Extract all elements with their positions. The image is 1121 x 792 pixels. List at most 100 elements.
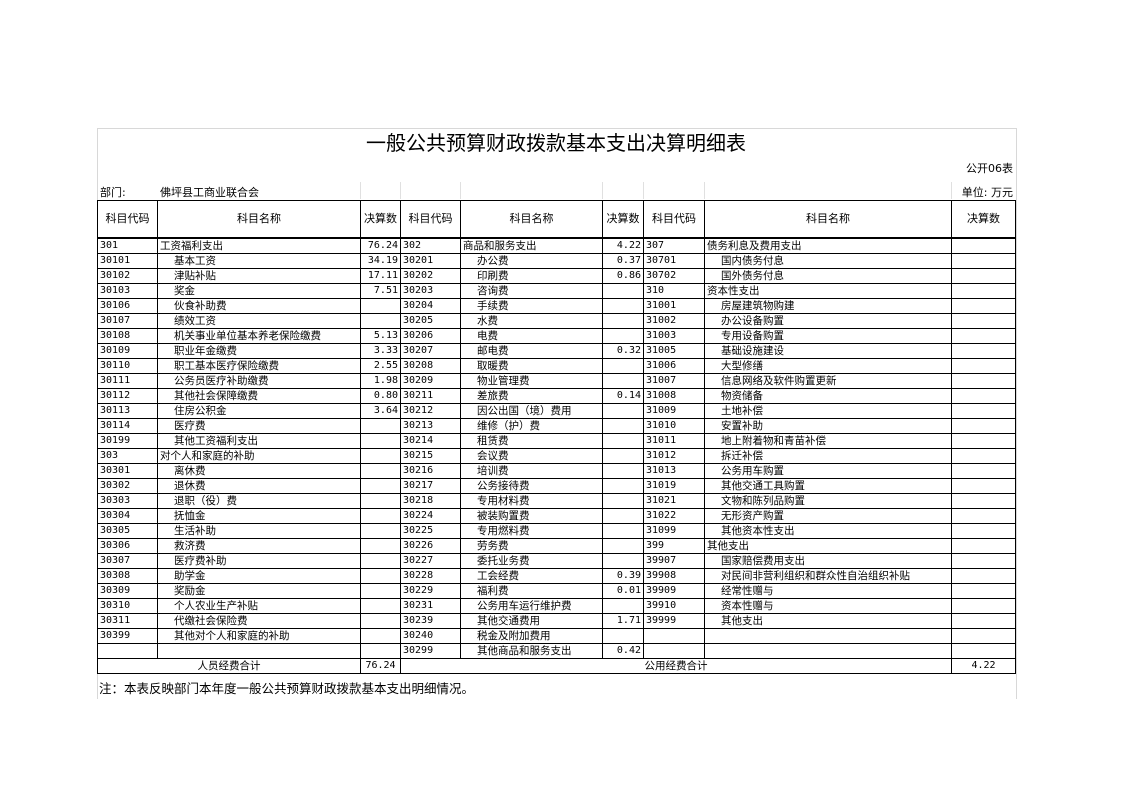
subject-code: 30399 (97, 628, 158, 644)
subject-code: 39999 (643, 613, 705, 629)
final-amount (951, 388, 1016, 404)
subject-name: 劳务费 (460, 538, 603, 554)
subject-name: 工会经费 (460, 568, 603, 584)
final-amount (951, 448, 1016, 464)
subject-name: 福利费 (460, 583, 603, 599)
subject-code: 30207 (400, 343, 461, 359)
subject-name: 培训费 (460, 463, 603, 479)
table-row: 30102 津贴补贴 17.11 30202 印刷费 0.86 30702 国外债务付息 (97, 268, 1016, 284)
subject-name: 土地补偿 (704, 403, 952, 419)
subject-code: 30301 (97, 463, 158, 479)
final-amount (951, 598, 1016, 614)
final-amount (602, 523, 644, 539)
final-amount (951, 628, 1016, 644)
final-amount (602, 553, 644, 569)
subject-name: 公务员医疗补助缴费 (157, 373, 361, 389)
subject-code: 30206 (400, 328, 461, 344)
subject-code: 30102 (97, 268, 158, 284)
final-amount: 0.39 (602, 568, 644, 584)
final-amount (360, 613, 401, 629)
subject-code: 30217 (400, 478, 461, 494)
subject-code: 31005 (643, 343, 705, 359)
final-amount (951, 553, 1016, 569)
table-row: 30111 公务员医疗补助缴费 1.98 30209 物业管理费 31007 信息网络及软件… (97, 373, 1016, 389)
subject-code: 30299 (400, 643, 461, 659)
subject-code: 39909 (643, 583, 705, 599)
subject-code: 31019 (643, 478, 705, 494)
subject-name: 医疗费补助 (157, 553, 361, 569)
table-row: 30107 绩效工资 30205 水费 31002 办公设备购置 (97, 313, 1016, 329)
subject-name: 文物和陈列品购置 (704, 493, 952, 509)
final-amount (951, 418, 1016, 434)
final-amount (951, 478, 1016, 494)
subject-name: 国内债务付息 (704, 253, 952, 269)
subject-name: 经常性赠与 (704, 583, 952, 599)
subject-name: 专用材料费 (460, 493, 603, 509)
final-amount: 0.80 (360, 388, 401, 404)
final-amount (602, 628, 644, 644)
subject-code: 30218 (400, 493, 461, 509)
subject-name: 其他社会保障缴费 (157, 388, 361, 404)
table-row: 30108 机关事业单位基本养老保险缴费 5.13 30206 电费 31003 专用设备购… (97, 328, 1016, 344)
final-amount: 0.01 (602, 583, 644, 599)
subject-name: 税金及附加费用 (460, 628, 603, 644)
final-amount: 1.98 (360, 373, 401, 389)
subject-code: 30303 (97, 493, 158, 509)
final-amount (602, 298, 644, 314)
subject-name: 其他支出 (704, 538, 952, 554)
final-amount (602, 463, 644, 479)
subject-name: 助学金 (157, 568, 361, 584)
subject-name: 救济费 (157, 538, 361, 554)
final-amount (360, 448, 401, 464)
subject-name: 离休费 (157, 463, 361, 479)
subject-name: 拆迁补偿 (704, 448, 952, 464)
subject-name: 对民间非营利组织和群众性自治组织补贴 (704, 568, 952, 584)
subject-name: 医疗费 (157, 418, 361, 434)
final-amount (360, 538, 401, 554)
subject-name: 公务用车运行维护费 (460, 598, 603, 614)
final-amount (602, 373, 644, 389)
final-amount (360, 583, 401, 599)
final-amount: 0.32 (602, 343, 644, 359)
final-amount (951, 538, 1016, 554)
subject-code: 30224 (400, 508, 461, 524)
final-amount: 2.55 (360, 358, 401, 374)
subject-code: 30201 (400, 253, 461, 269)
totals-row: 人员经费合计 76.24 公用经费合计 4.22 (97, 658, 1016, 674)
final-amount (951, 403, 1016, 419)
subject-code: 31022 (643, 508, 705, 524)
table-note: 注：本表反映部门本年度一般公共预算财政拨款基本支出明细情况。 (99, 681, 475, 696)
final-amount: 1.71 (602, 613, 644, 629)
unit-label: 单位: 万元 (961, 186, 1013, 199)
final-amount (951, 298, 1016, 314)
subject-code: 31003 (643, 328, 705, 344)
subject-name: 其他工资福利支出 (157, 433, 361, 449)
subject-code: 301 (97, 237, 158, 254)
subject-name: 安置补助 (704, 418, 952, 434)
subject-code: 30212 (400, 403, 461, 419)
subject-code: 30209 (400, 373, 461, 389)
subject-code: 30310 (97, 598, 158, 614)
final-amount (951, 568, 1016, 584)
subject-name (157, 643, 361, 659)
table-row: 30308 助学金 30228 工会经费 0.39 39908 对民间非营利组织和群众性自治… (97, 568, 1016, 584)
subject-code: 30108 (97, 328, 158, 344)
subject-code: 399 (643, 538, 705, 554)
subject-name: 无形资产购置 (704, 508, 952, 524)
final-amount (360, 418, 401, 434)
form-number: 公开06表 (966, 162, 1013, 175)
subject-code: 31001 (643, 298, 705, 314)
subject-name: 专用燃料费 (460, 523, 603, 539)
subject-code: 31011 (643, 433, 705, 449)
table-row: 30303 退职（役）费 30218 专用材料费 31021 文物和陈列品购置 (97, 493, 1016, 509)
subject-code: 303 (97, 448, 158, 464)
table-row: 30310 个人农业生产补贴 30231 公务用车运行维护费 39910 资本性赠与 (97, 598, 1016, 614)
table-row: 30307 医疗费补助 30227 委托业务费 39907 国家赔偿费用支出 (97, 553, 1016, 569)
subject-name: 办公费 (460, 253, 603, 269)
subject-code: 30214 (400, 433, 461, 449)
table-row: 30106 伙食补助费 30204 手续费 31001 房屋建筑物购建 (97, 298, 1016, 314)
subject-name: 商品和服务支出 (460, 237, 603, 254)
subject-name: 基础设施建设 (704, 343, 952, 359)
subject-code: 30101 (97, 253, 158, 269)
subject-name: 奖金 (157, 283, 361, 299)
